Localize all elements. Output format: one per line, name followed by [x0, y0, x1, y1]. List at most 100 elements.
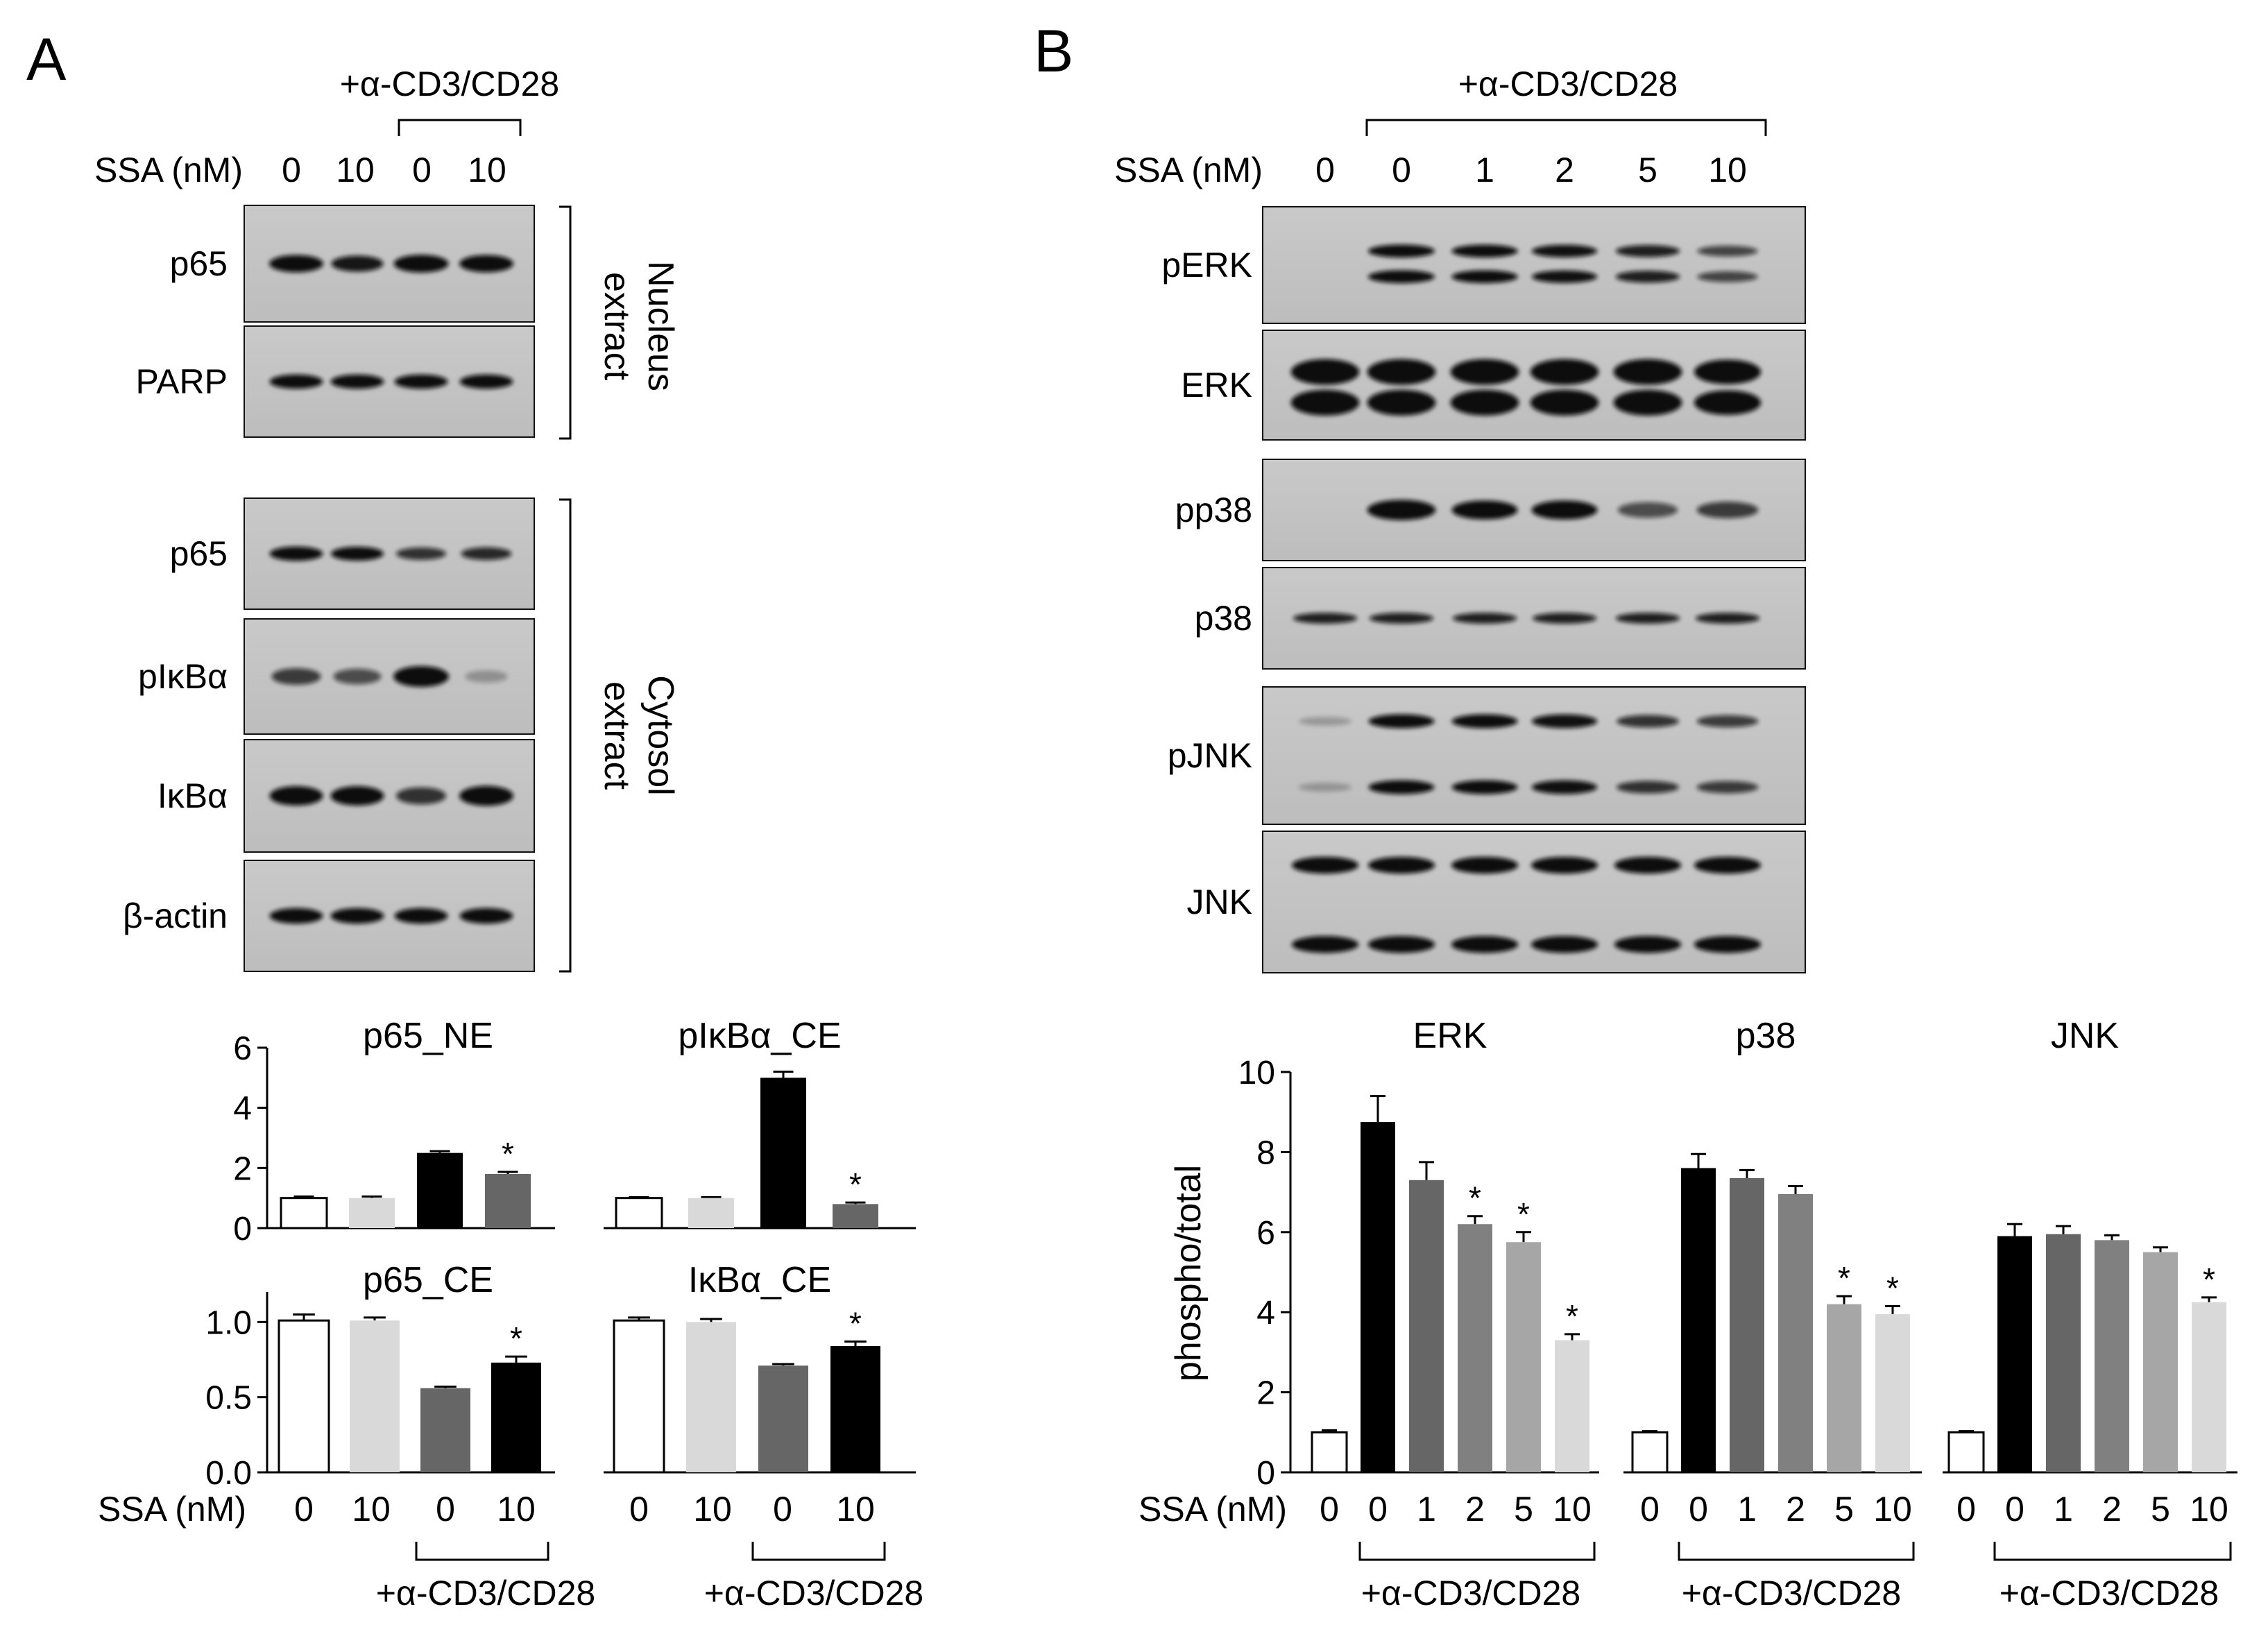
- blot-band: [1531, 244, 1598, 257]
- blot-band: [1450, 389, 1519, 416]
- dose-label: 0: [1392, 151, 1411, 189]
- blot-band: [1367, 936, 1435, 953]
- significance-star: *: [502, 1136, 514, 1172]
- dose-label: 0: [436, 1490, 455, 1529]
- bar: [2095, 1240, 2129, 1472]
- bar: [1730, 1177, 1764, 1472]
- dose-label: 10: [1708, 151, 1747, 189]
- significance-star: *: [510, 1320, 522, 1356]
- dose-label: 2: [1555, 151, 1574, 189]
- blot-band: [1367, 389, 1436, 416]
- blot-band: [269, 374, 323, 389]
- panel-b-blots: pERK ERK pp38 p38 pJNK JNK: [1161, 206, 1806, 973]
- blot-label: pJNK: [1168, 736, 1252, 775]
- blot-label: JNK: [1187, 883, 1252, 921]
- bar: [613, 1319, 665, 1474]
- dose-label: 10: [468, 151, 506, 189]
- dose-label: 10: [693, 1490, 732, 1529]
- significance-star: *: [1838, 1260, 1850, 1296]
- blot-band: [1697, 246, 1758, 257]
- dose-label: 1: [2054, 1490, 2073, 1529]
- dose-label: 0: [1956, 1490, 1976, 1529]
- blot-band: [1369, 613, 1434, 624]
- y-tick-label: 6: [1256, 1215, 1275, 1252]
- blot-band: [1614, 856, 1682, 874]
- dose-label: 0: [2005, 1490, 2024, 1529]
- bar: [833, 1204, 878, 1228]
- bar: [1827, 1304, 1861, 1472]
- dose-label: 0: [1689, 1490, 1708, 1529]
- panel-b-chart-treatment-1: +α-CD3/CD28: [1361, 1574, 1581, 1612]
- blot-band: [1696, 781, 1759, 794]
- blot-band: [1614, 936, 1682, 953]
- blot-band: [1615, 613, 1680, 624]
- blot-band: [1530, 389, 1599, 416]
- blot-band: [1532, 613, 1597, 624]
- y-tick-label: 4: [1256, 1295, 1275, 1331]
- panel-a-treatment-bracket: [398, 119, 522, 136]
- blot-band: [269, 786, 323, 806]
- blot-band: [1450, 359, 1519, 385]
- blot-band: [330, 374, 384, 389]
- blot-band: [1451, 856, 1519, 874]
- dose-label: 2: [2102, 1490, 2122, 1529]
- blot-band: [1694, 390, 1762, 415]
- bar: [1311, 1431, 1348, 1474]
- bar: [278, 1319, 330, 1474]
- bar: [350, 1320, 400, 1472]
- blot-band: [459, 374, 513, 389]
- chart-title: ERK: [1413, 1016, 1487, 1056]
- dose-label: 10: [836, 1490, 875, 1529]
- dose-label: 0: [1368, 1490, 1388, 1529]
- bar: [1631, 1431, 1669, 1474]
- panel-a-treatment-label: +α-CD3/CD28: [340, 65, 560, 103]
- dose-label: 0: [773, 1490, 792, 1529]
- blot-band: [1290, 389, 1360, 416]
- dose-label: 5: [1638, 151, 1657, 189]
- bar: [1997, 1236, 2032, 1472]
- dose-label: 10: [1873, 1490, 1912, 1529]
- dose-label: 10: [2190, 1490, 2228, 1529]
- dose-label: 1: [1737, 1490, 1757, 1529]
- bar: [1681, 1168, 1716, 1472]
- panel-a-chart-treatment-right: +α-CD3/CD28: [704, 1574, 924, 1612]
- blot-band: [459, 785, 513, 806]
- dose-label: 1: [1417, 1490, 1436, 1529]
- blot-band: [1298, 717, 1352, 726]
- significance-star: *: [1886, 1270, 1899, 1307]
- bar: [349, 1198, 395, 1228]
- blot-band: [1531, 714, 1598, 729]
- dose-label: 10: [1553, 1490, 1592, 1529]
- blot-band: [331, 546, 384, 561]
- bar: [1361, 1122, 1395, 1472]
- y-tick-label: 8: [1256, 1134, 1275, 1171]
- panel-b-label: B: [1034, 18, 1073, 85]
- nucleus-bracket: [559, 205, 572, 440]
- y-tick-label: 10: [1238, 1055, 1275, 1091]
- panel-b-chart-bracket-2: [1678, 1542, 1915, 1561]
- blot-band: [1615, 245, 1680, 257]
- bar: [2192, 1302, 2226, 1472]
- blot-band: [1367, 500, 1436, 520]
- y-tick-label: 0: [233, 1211, 252, 1248]
- blot-band: [1531, 936, 1598, 953]
- blot-label: p65: [170, 534, 228, 573]
- significance-star: *: [1469, 1180, 1481, 1216]
- blot-band: [331, 255, 384, 272]
- dose-label: 10: [497, 1490, 536, 1529]
- nucleus-group-line-2: extract: [597, 272, 637, 381]
- blot-band: [330, 908, 384, 924]
- blot-band: [1293, 613, 1358, 624]
- chart-title: JNK: [2051, 1016, 2120, 1056]
- panel-a-blots: p65 PARP p65 pIκBα IκBα β-actin: [123, 205, 535, 972]
- blot-band: [330, 786, 384, 806]
- blot-band: [1290, 359, 1360, 385]
- panel-a-ssa-label: SSA (nM): [94, 151, 243, 189]
- blot-band: [1451, 780, 1518, 794]
- blot-label: pp38: [1175, 491, 1252, 529]
- blot-band: [459, 255, 513, 273]
- blot-label: pERK: [1161, 246, 1252, 284]
- blot-band: [393, 255, 449, 273]
- dose-label: 5: [2151, 1490, 2170, 1529]
- nucleus-group-line-1: Nucleus: [640, 261, 681, 391]
